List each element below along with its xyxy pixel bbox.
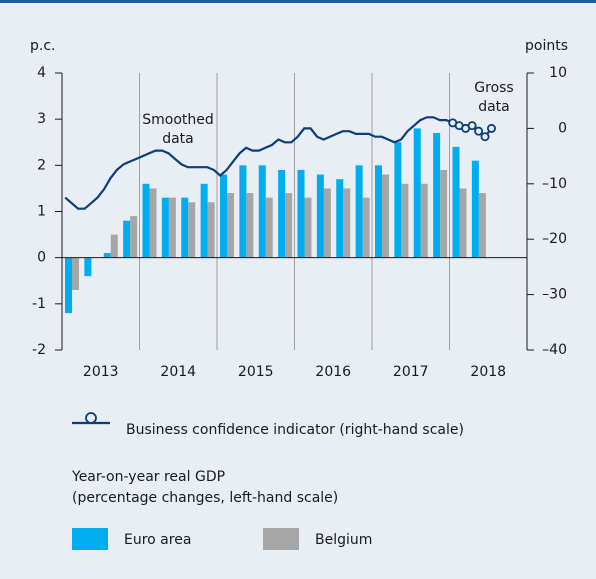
x-tick-label: 2013 xyxy=(83,364,119,380)
legend-label: Belgium xyxy=(315,532,372,548)
y-tick-label: 1 xyxy=(37,204,46,220)
legend-label: Business confidence indicator (right-han… xyxy=(126,422,464,438)
gross-marker xyxy=(467,121,477,131)
line-smoothed xyxy=(64,116,454,210)
bar xyxy=(336,179,344,258)
bar xyxy=(130,216,138,258)
legend-label: Euro area xyxy=(124,532,191,548)
bar xyxy=(149,188,157,258)
bar xyxy=(200,183,208,258)
bar xyxy=(362,197,370,258)
bar xyxy=(278,169,286,258)
y-tick-label: -2 xyxy=(32,342,46,358)
y-tick-label: -1 xyxy=(32,296,46,312)
x-tick-label: 2018 xyxy=(470,364,506,380)
annotation: data xyxy=(478,99,510,115)
bar xyxy=(297,169,305,258)
bar xyxy=(227,193,234,258)
y-unit: p.c. xyxy=(30,38,55,54)
y2-tick-label: –10 xyxy=(542,176,567,192)
bar xyxy=(459,188,467,258)
bar xyxy=(343,188,351,258)
legend-title: (percentage changes, left-hand scale) xyxy=(72,490,338,506)
bar xyxy=(323,188,331,258)
bar xyxy=(65,257,72,314)
bar xyxy=(304,197,312,258)
bar xyxy=(382,174,389,258)
gross-marker xyxy=(480,132,490,142)
x-tick-label: 2017 xyxy=(393,364,429,380)
x-tick-label: 2015 xyxy=(238,364,274,380)
bar xyxy=(84,257,92,277)
y2-tick-label: 10 xyxy=(549,65,567,81)
top-rule xyxy=(0,0,596,3)
y2-unit: points xyxy=(525,38,568,54)
bar xyxy=(285,193,293,258)
annotation: data xyxy=(162,131,194,147)
bar xyxy=(420,183,428,258)
bar xyxy=(258,165,266,258)
legend-swatch xyxy=(263,528,299,550)
y2-tick-label: –40 xyxy=(542,342,567,358)
annotation: Gross xyxy=(474,80,513,96)
bar xyxy=(110,234,118,258)
bar xyxy=(142,183,150,258)
y2-tick-label: 0 xyxy=(558,120,567,136)
legend-swatch xyxy=(72,528,108,550)
bar xyxy=(220,174,227,258)
x-tick-label: 2016 xyxy=(315,364,351,380)
bar xyxy=(394,142,402,258)
bar xyxy=(103,253,111,258)
gross-marker xyxy=(474,126,484,136)
bar xyxy=(168,197,176,258)
bar xyxy=(316,174,324,258)
legend-title: Year-on-year real GDP xyxy=(71,469,225,485)
legend-marker xyxy=(85,412,97,424)
y-tick-label: 4 xyxy=(37,65,46,81)
y-tick-label: 3 xyxy=(37,111,46,127)
bar xyxy=(246,193,254,258)
bar xyxy=(207,202,215,258)
gross-marker xyxy=(486,123,496,133)
bar xyxy=(239,165,247,258)
bar xyxy=(401,183,409,258)
annotation: Smoothed xyxy=(142,112,214,128)
x-tick-label: 2014 xyxy=(160,364,196,380)
bar xyxy=(471,160,479,258)
bar xyxy=(413,128,421,258)
bar xyxy=(265,197,273,258)
bar xyxy=(123,220,131,258)
bar xyxy=(181,197,189,258)
bar xyxy=(433,133,441,258)
bar xyxy=(452,146,460,258)
bar xyxy=(440,169,448,258)
y2-tick-label: –20 xyxy=(542,231,567,247)
y2-tick-label: –30 xyxy=(542,287,567,303)
y-tick-label: 2 xyxy=(37,157,46,173)
bar xyxy=(72,257,79,290)
y-tick-label: 0 xyxy=(37,250,46,266)
bar xyxy=(478,193,486,258)
bar xyxy=(355,165,363,258)
bar xyxy=(161,197,169,258)
bar xyxy=(375,165,382,258)
bar xyxy=(188,202,196,258)
